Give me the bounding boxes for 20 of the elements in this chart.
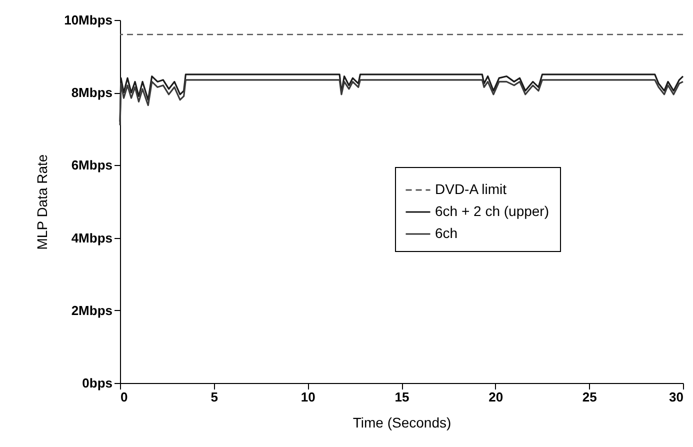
y-tick-label: 8Mbps [71,85,112,100]
x-tick-label: 15 [394,390,410,404]
line-series [119,79,684,126]
x-tick-label: 20 [488,390,504,404]
y-tick-label: 4Mbps [71,230,112,246]
y-tick-label: 10Mbps [64,12,112,28]
x-tick-label: 0 [120,390,128,404]
legend-label: 6ch + 2 ch (upper) [435,203,550,219]
x-tick-label: 5 [210,390,218,404]
y-tick-label: 0bps [82,376,112,390]
y-tick-label: 6Mbps [71,158,112,173]
line-series [119,74,684,122]
y-axis-title: MLP Data Rate [34,154,50,250]
y-tick-label: 2Mbps [71,302,112,318]
legend-label: DVD-A limit [435,181,507,197]
x-tick-label: 10 [300,390,316,404]
x-tick-label: 25 [582,390,597,404]
x-tick-label: 30 [669,390,684,404]
x-axis-title: Time (Seconds) [352,414,452,430]
legend-label: 6ch [435,225,458,241]
